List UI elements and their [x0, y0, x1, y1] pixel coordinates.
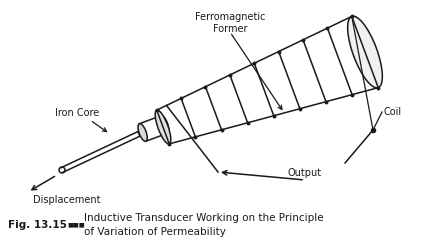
Text: Inductive Transducer Working on the Principle
of Variation of Permeability: Inductive Transducer Working on the Prin… [84, 213, 324, 237]
Text: ■■■: ■■■ [67, 222, 85, 228]
Text: Iron Core: Iron Core [55, 108, 99, 118]
Text: Displacement: Displacement [33, 195, 101, 205]
Ellipse shape [155, 110, 171, 144]
Text: Ferromagnetic
Former: Ferromagnetic Former [195, 12, 265, 34]
Ellipse shape [160, 116, 169, 133]
Ellipse shape [348, 16, 382, 88]
Text: Fig. 13.15: Fig. 13.15 [8, 220, 67, 230]
Ellipse shape [138, 124, 147, 141]
Text: Output: Output [288, 168, 322, 178]
Text: Coil: Coil [383, 107, 401, 117]
